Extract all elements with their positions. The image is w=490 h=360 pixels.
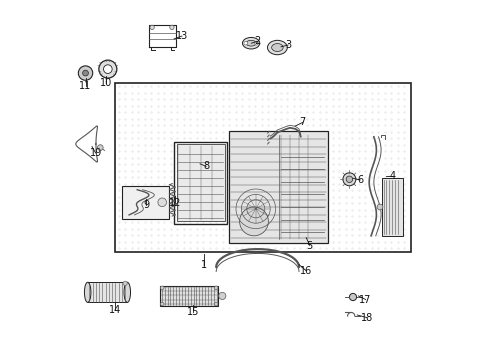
Text: 17: 17 [359, 294, 372, 305]
Ellipse shape [268, 40, 287, 55]
Bar [176, 144, 225, 221]
Circle shape [103, 65, 112, 73]
Text: 3: 3 [285, 40, 291, 50]
Bar [122, 186, 169, 219]
Circle shape [123, 281, 127, 285]
Circle shape [349, 293, 357, 301]
Ellipse shape [246, 40, 256, 46]
Circle shape [99, 60, 117, 78]
Bar [116, 83, 411, 252]
Bar [174, 142, 227, 224]
Ellipse shape [271, 44, 283, 51]
Text: 8: 8 [203, 161, 209, 171]
Bar [160, 286, 218, 306]
Text: 10: 10 [100, 78, 113, 88]
Circle shape [170, 25, 174, 30]
Circle shape [215, 286, 218, 289]
Circle shape [219, 292, 226, 300]
Text: 12: 12 [169, 198, 181, 208]
Text: 14: 14 [109, 305, 121, 315]
Text: 18: 18 [361, 312, 373, 323]
Text: 4: 4 [390, 171, 395, 181]
Text: 2: 2 [254, 36, 260, 46]
Ellipse shape [124, 282, 130, 302]
Text: 7: 7 [299, 117, 306, 127]
Circle shape [346, 176, 353, 183]
Circle shape [98, 145, 103, 150]
Text: 15: 15 [187, 307, 199, 318]
Circle shape [343, 173, 356, 186]
Text: 16: 16 [300, 266, 312, 276]
Circle shape [244, 41, 247, 45]
Circle shape [158, 198, 167, 207]
Circle shape [255, 41, 258, 45]
Bar [88, 282, 127, 302]
Text: 1: 1 [200, 260, 207, 270]
Text: 9: 9 [143, 200, 149, 210]
Circle shape [377, 204, 383, 210]
Circle shape [160, 286, 164, 289]
Ellipse shape [243, 37, 260, 49]
Circle shape [150, 25, 154, 30]
Bar [382, 178, 403, 236]
Bar [229, 131, 328, 243]
Ellipse shape [84, 282, 91, 302]
Text: 13: 13 [176, 31, 188, 41]
Circle shape [83, 70, 88, 76]
Circle shape [160, 302, 164, 306]
Circle shape [215, 302, 218, 306]
Text: 11: 11 [79, 81, 92, 91]
Circle shape [78, 66, 93, 80]
Text: 5: 5 [307, 240, 313, 251]
Text: 6: 6 [357, 175, 363, 185]
Text: 19: 19 [90, 148, 102, 158]
Circle shape [240, 207, 269, 236]
